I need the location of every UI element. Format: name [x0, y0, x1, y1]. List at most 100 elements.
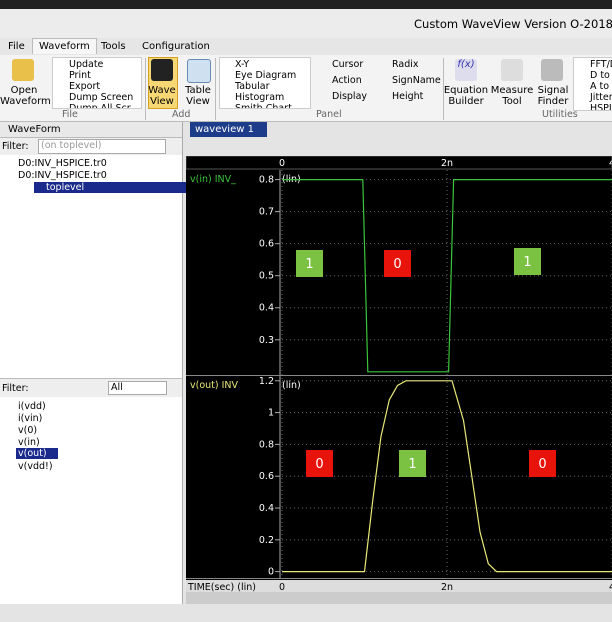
wave-icon: [151, 59, 173, 81]
y-tick-label: 0.3: [259, 335, 274, 346]
panel-item[interactable]: Display: [332, 91, 368, 102]
os-bar: [0, 0, 612, 9]
y-tick-label: 0.6: [259, 471, 274, 482]
view-button[interactable]: Table View: [185, 85, 211, 107]
y-tick-label: 0.2: [259, 535, 274, 546]
time-tick-label: 4: [609, 158, 612, 169]
filter-input[interactable]: (on toplevel): [38, 139, 166, 154]
measure-icon: [501, 59, 523, 81]
open-button[interactable]: Open Waveform: [0, 85, 51, 107]
util-item[interactable]: A to: [590, 81, 610, 92]
panel-item[interactable]: Height: [392, 91, 424, 102]
state-box: [514, 248, 541, 275]
state-box: [384, 250, 411, 277]
time-tick-label: 4: [609, 582, 612, 593]
chart-item[interactable]: Smith Chart: [235, 103, 292, 109]
util-item[interactable]: FFT/D: [590, 59, 612, 70]
signal-name: v(out) INV: [190, 380, 239, 391]
signal-item[interactable]: i(vin): [18, 413, 43, 424]
signal-item[interactable]: v(0): [18, 425, 38, 436]
view-button[interactable]: Wave View: [148, 85, 176, 107]
file-item[interactable]: Update: [69, 59, 104, 70]
state-label: 0: [538, 457, 546, 472]
y-tick-label: 0.8: [259, 175, 274, 186]
filter-label: Filter:: [2, 383, 29, 394]
time-tick-label: 0: [279, 158, 285, 169]
group-label: File: [62, 109, 78, 120]
time-tick-label: 0: [279, 582, 285, 593]
util-list: FFT/D D to A to Jitter HSPI: [573, 57, 612, 111]
group-label: Add: [172, 109, 191, 120]
waveform: [282, 380, 612, 573]
util-item[interactable]: D to: [590, 70, 610, 81]
state-label: 1: [523, 255, 531, 270]
finder-icon: [541, 59, 563, 81]
y-tick-label: 0.4: [259, 503, 274, 514]
time-tick-label: 2n: [441, 582, 453, 593]
util-item[interactable]: Jitter: [590, 92, 612, 103]
time-axis-label: TIME(sec) (lin): [187, 582, 256, 593]
signal-name: v(in) INV_: [190, 174, 236, 185]
panel-item[interactable]: Radix: [392, 59, 419, 70]
y-tick-label: 0: [268, 567, 274, 578]
menu-item[interactable]: Configuration: [142, 41, 210, 52]
table-icon: [187, 59, 211, 83]
filter-select[interactable]: All: [108, 381, 167, 395]
tool-button[interactable]: Signal Finder: [537, 85, 569, 107]
group-label: Panel: [316, 109, 342, 120]
state-label: 1: [305, 257, 313, 272]
time-tick-label: 2n: [441, 158, 453, 169]
title-bar: Custom WaveView Version O-2018.09-SP1 Sy…: [0, 9, 612, 38]
tool-button[interactable]: Equation Builder: [443, 85, 489, 107]
panel-item[interactable]: SignName: [392, 75, 441, 86]
file-item[interactable]: Export: [69, 81, 101, 92]
open-icon: [12, 59, 34, 81]
signal-item[interactable]: v(vdd!): [18, 461, 53, 472]
state-label: 0: [315, 457, 323, 472]
y-tick-label: 1.2: [259, 376, 274, 387]
scale-label: (lin): [282, 380, 301, 391]
ribbon: Open Waveform Update Print Export Dump S…: [0, 55, 612, 122]
chart-list: X-Y Eye Diagram Tabular Histogram Smith …: [219, 57, 311, 109]
y-tick-label: 0.4: [259, 303, 274, 314]
chart-item[interactable]: Histogram: [235, 92, 285, 103]
state-label: 0: [393, 257, 401, 272]
menu-bar: File Waveform Tools Configuration: [0, 38, 612, 55]
group-label: Utilities: [542, 109, 578, 120]
filter-label: Filter:: [2, 141, 29, 152]
menu-item[interactable]: Tools: [101, 41, 126, 52]
panel-header: WaveForm: [8, 124, 61, 135]
tree-item[interactable]: D0:INV_HSPICE.tr0: [18, 158, 107, 169]
menu-item[interactable]: File: [8, 41, 25, 52]
time-bar: [186, 580, 612, 592]
y-tick-label: 0.8: [259, 439, 274, 450]
y-tick-label: 0.5: [259, 271, 274, 282]
tree-item[interactable]: D0:INV_HSPICE.tr0: [18, 170, 107, 181]
plot-bg: [186, 156, 612, 592]
signal-item[interactable]: v(in): [18, 437, 40, 448]
y-tick-label: 0.6: [259, 239, 274, 250]
file-item[interactable]: Print: [69, 70, 91, 81]
scrollbar: [186, 592, 612, 604]
equation-icon: f(x): [455, 59, 477, 81]
waveform: [282, 179, 612, 373]
left-panel: WaveForm Filter: (on toplevel) D0:INV_HS…: [0, 122, 192, 604]
tab[interactable]: waveview 1: [190, 122, 267, 137]
chart-item[interactable]: Eye Diagram: [235, 70, 297, 81]
file-item[interactable]: Dump All Scr: [69, 103, 131, 109]
menu-item[interactable]: Waveform: [32, 38, 97, 54]
state-box: [296, 250, 323, 277]
panel-item[interactable]: Action: [332, 75, 362, 86]
file-item[interactable]: Dump Screen: [69, 92, 134, 103]
signal-item[interactable]: i(vdd): [18, 401, 46, 412]
tree-item-selected[interactable]: toplevel: [34, 182, 192, 193]
signal-item-selected[interactable]: v(out): [16, 448, 58, 459]
y-tick-label: 1: [268, 408, 274, 419]
tool-button[interactable]: Measure Tool: [490, 85, 534, 107]
chart-item[interactable]: X-Y: [235, 59, 250, 70]
window-title: Custom WaveView Version O-2018.09-SP1 Sy…: [414, 17, 612, 31]
util-item[interactable]: HSPI: [590, 103, 612, 111]
chart-item[interactable]: Tabular: [235, 81, 270, 92]
panel-item[interactable]: Cursor: [332, 59, 364, 70]
